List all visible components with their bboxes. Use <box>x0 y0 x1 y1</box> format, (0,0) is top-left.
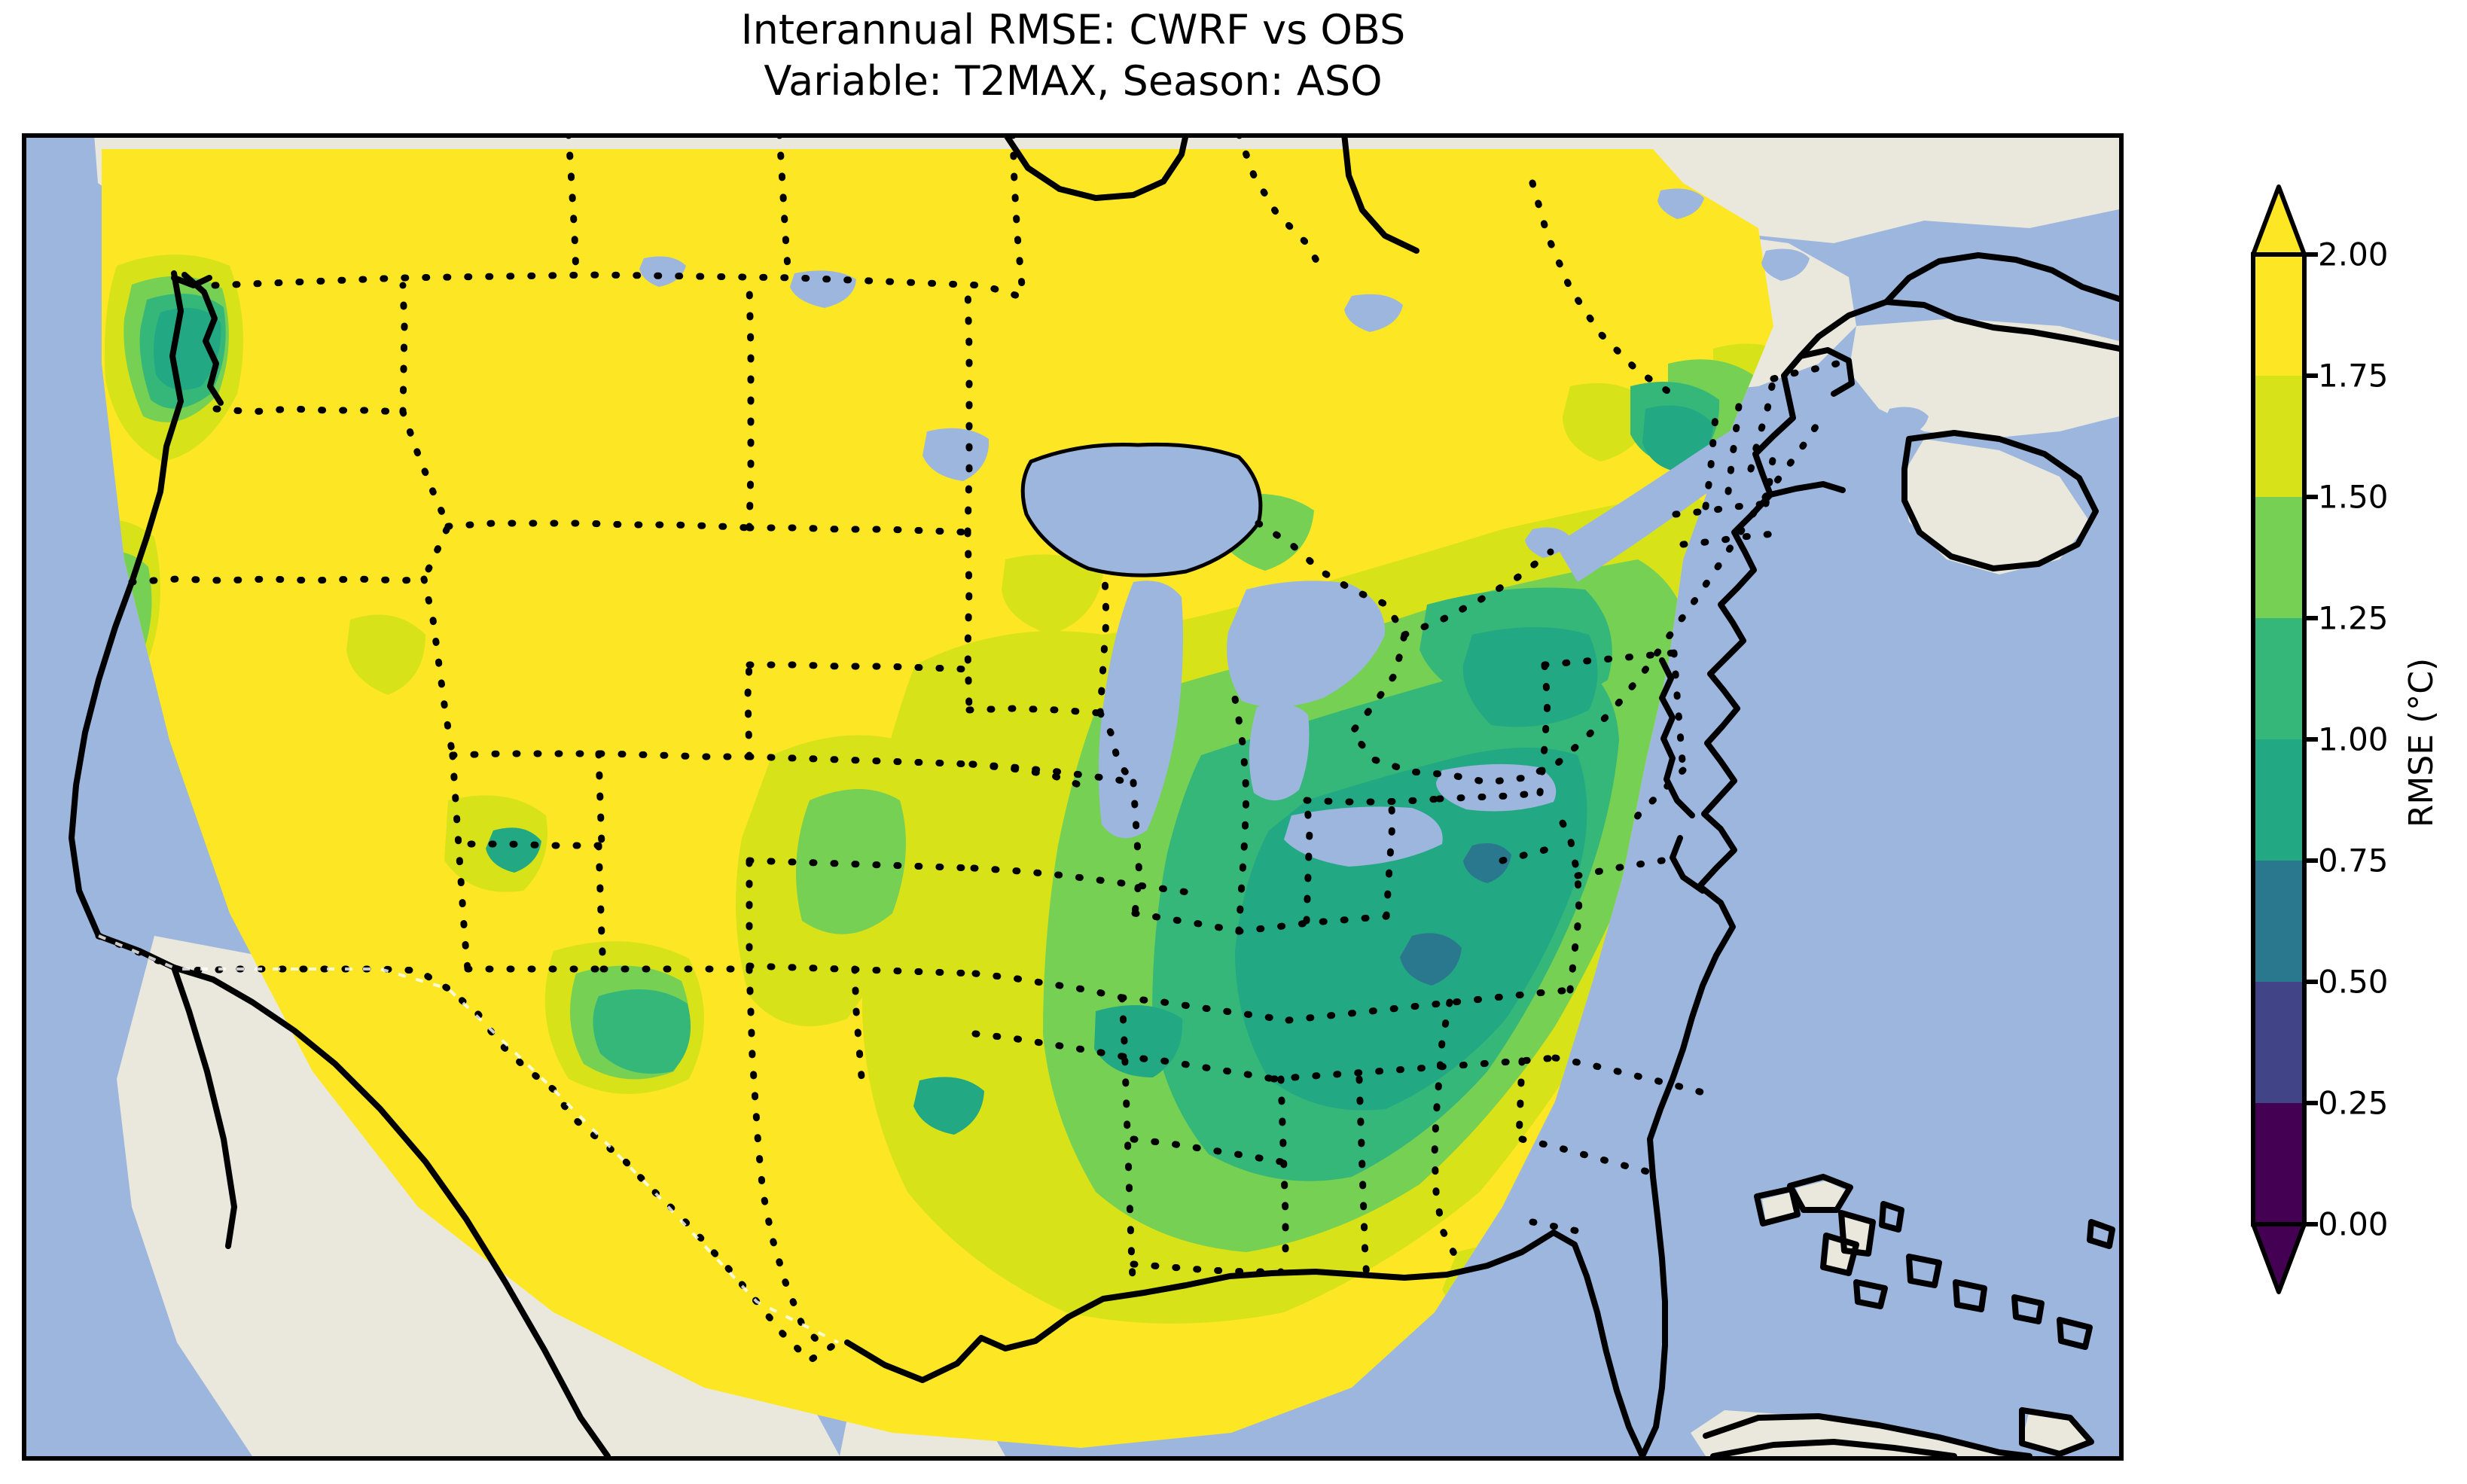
colorbar-tick-label-1.75: 1.75 <box>2318 357 2389 395</box>
colorbar-tick-label-1.25: 1.25 <box>2318 599 2389 637</box>
lake-ontario <box>1436 763 1557 812</box>
colorbar-ticks <box>2304 252 2318 1227</box>
colorbar-gradient <box>2251 184 2318 1294</box>
colorbar-tick-label-0.25: 0.25 <box>2318 1084 2389 1122</box>
great-lakes <box>639 188 1929 867</box>
lake-huron <box>1227 580 1386 708</box>
lake-erie <box>1284 806 1443 867</box>
colorbar-tick-label-0.00: 0.00 <box>2318 1205 2389 1243</box>
colorbar-extend-top <box>2251 184 2307 257</box>
colorbar-extend-bottom <box>2251 1222 2307 1294</box>
northern-lake-d <box>1761 248 1810 281</box>
contour-band-0.75-1.00 <box>1400 843 1511 986</box>
colorbar-band-1.00-1.25 <box>2253 618 2304 739</box>
colorbar-tick-label-0.50: 0.50 <box>2318 963 2389 1001</box>
lake-outlines <box>1020 442 1263 577</box>
colorbar-band-1.25-1.50 <box>2253 497 2304 618</box>
colorbar-band-0.50-0.75 <box>2253 861 2304 982</box>
colorbar-axis-label-wrap: RMSE (°C) <box>2399 114 2444 1370</box>
st-lawrence-river <box>1555 386 1828 582</box>
colorbar-axis-label: RMSE (°C) <box>2402 657 2441 827</box>
colorbar-tick-label-1.00: 1.00 <box>2318 721 2389 758</box>
colorbar-tick-label-2.00: 2.00 <box>2318 236 2389 273</box>
state-borders <box>95 138 1840 1365</box>
northern-lake-e <box>639 256 686 287</box>
colorbar-band-0.75-1.00 <box>2253 739 2304 861</box>
domain-boundary <box>98 934 839 1344</box>
title-line-2: Variable: T2MAX, Season: ASO <box>764 57 1383 105</box>
colorbar-band-1.75-2.00 <box>2253 254 2304 376</box>
colorbar-band-0.00-0.25 <box>2253 1103 2304 1224</box>
colorbar[interactable]: 2.00 1.75 1.50 1.25 1.00 0.75 0.50 0.25 … <box>2251 114 2389 1370</box>
northern-lake-f <box>1657 188 1704 219</box>
map-axes[interactable] <box>22 133 2124 1461</box>
lake-huron-south <box>1249 702 1310 801</box>
northern-lake-b <box>1344 294 1403 332</box>
colorbar-tick-label-1.50: 1.50 <box>2318 478 2389 516</box>
colorbar-band-0.25-0.50 <box>2253 982 2304 1103</box>
colorbar-tick-label-0.75: 0.75 <box>2318 842 2389 879</box>
colorbar-band-1.50-1.75 <box>2253 376 2304 497</box>
lake-michigan <box>1098 580 1183 839</box>
figure-title: Interannual RMSE: CWRF vs OBS Variable: … <box>0 5 2146 107</box>
title-line-1: Interannual RMSE: CWRF vs OBS <box>740 6 1406 53</box>
rmse-contour-map <box>26 138 2119 1456</box>
lake-superior <box>1023 444 1261 576</box>
northern-lake-g <box>1885 407 1929 437</box>
contour-band-1.00-1.25 <box>154 307 1713 1329</box>
